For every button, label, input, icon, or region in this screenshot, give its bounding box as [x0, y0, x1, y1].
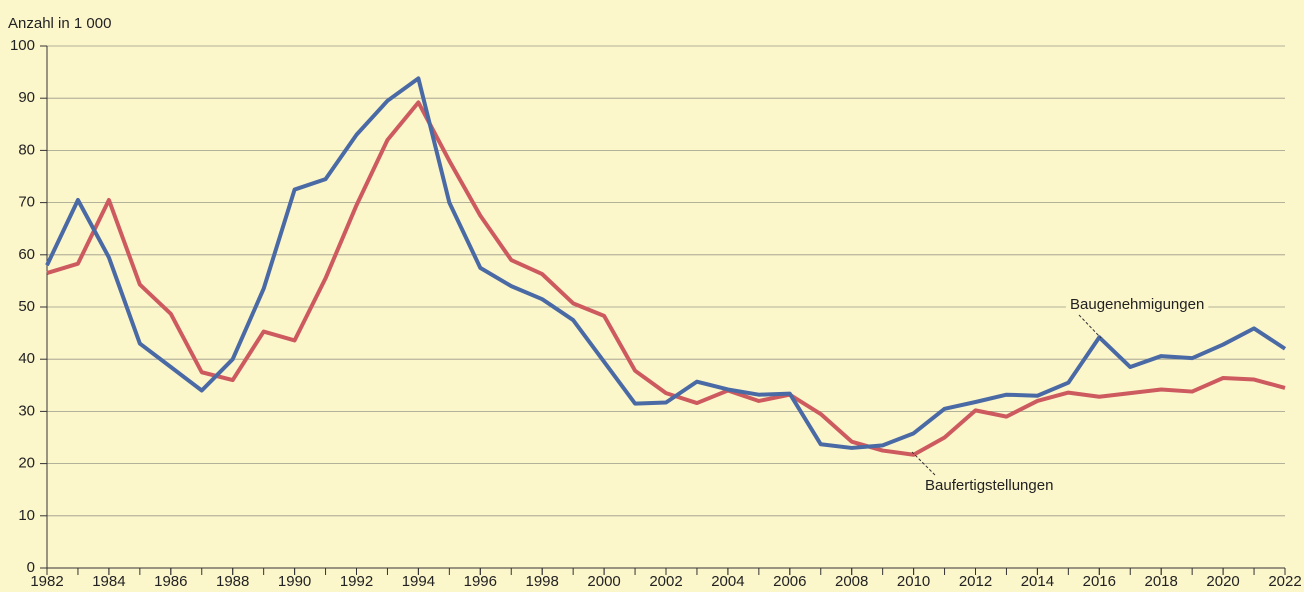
y-tick-label: 10: [18, 507, 35, 524]
x-tick-label: 2020: [1206, 573, 1239, 590]
x-tick-label: 2008: [835, 573, 868, 590]
y-axis-label: Anzahl in 1 000: [8, 15, 111, 32]
x-tick-label: 2014: [1021, 573, 1054, 590]
y-tick-label: 30: [18, 402, 35, 419]
y-tick-label: 80: [18, 141, 35, 158]
x-tick-label: 2018: [1145, 573, 1178, 590]
y-tick-label: 20: [18, 455, 35, 472]
x-tick-label: 1990: [278, 573, 311, 590]
x-tick-label: 2016: [1083, 573, 1116, 590]
x-tick-label: 1996: [464, 573, 497, 590]
y-tick-label: 70: [18, 194, 35, 211]
x-tick-label: 2012: [959, 573, 992, 590]
x-tick-label: 1992: [340, 573, 373, 590]
leader-line: [1078, 314, 1102, 339]
x-tick-label: 1998: [526, 573, 559, 590]
series-line: [45, 76, 1287, 450]
x-tick-label: 2002: [649, 573, 682, 590]
series-line: [46, 100, 1286, 457]
x-tick-label: 2004: [711, 573, 744, 590]
y-tick-label: 60: [18, 246, 35, 263]
y-tick-label: 100: [10, 37, 35, 54]
y-tick-label: 0: [27, 559, 35, 576]
x-tick-label: 1994: [402, 573, 435, 590]
x-tick-label: 1988: [216, 573, 249, 590]
x-tick-label: 1984: [92, 573, 125, 590]
x-tick-label: 2000: [587, 573, 620, 590]
y-tick-label: 40: [18, 350, 35, 367]
x-tick-label: 2006: [773, 573, 806, 590]
x-tick-label: 1986: [154, 573, 187, 590]
label-background: [921, 476, 1058, 496]
x-tick-label: 1982: [30, 573, 63, 590]
y-tick-label: 50: [18, 298, 35, 315]
series-label: Baugenehmigungen: [1070, 296, 1204, 313]
series-label: Baufertigstellungen: [925, 477, 1053, 494]
label-background: [1066, 295, 1209, 315]
y-tick-label: 90: [18, 89, 35, 106]
x-tick-label: 2010: [897, 573, 930, 590]
x-tick-label: 2022: [1268, 573, 1301, 590]
leader-line: [911, 451, 936, 476]
